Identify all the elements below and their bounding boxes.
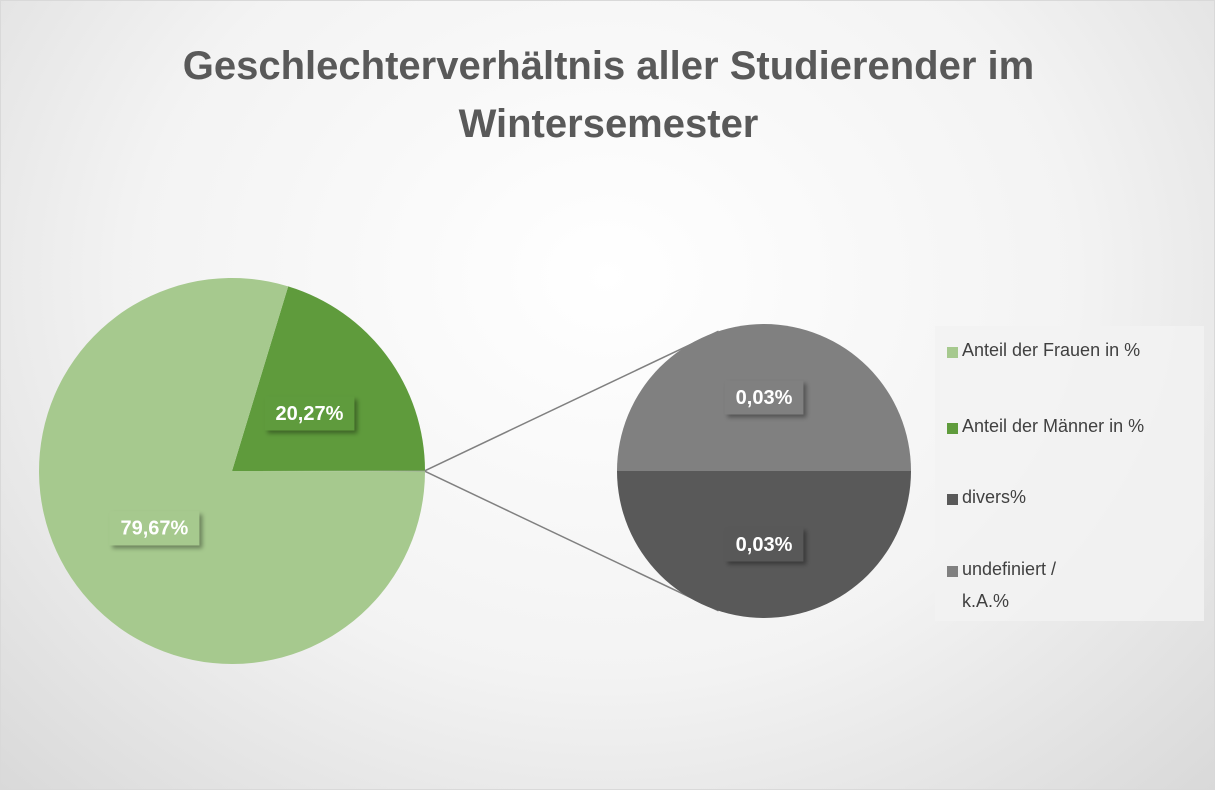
legend-label: Anteil der Männer in % [962,416,1145,436]
chart-title: Geschlechterverhältnis aller Studierende… [182,44,1035,146]
data-label: 0,03% [724,527,804,562]
legend: Anteil der Frauen in % Anteil der Männer … [935,326,1204,621]
data-label-box [724,527,804,562]
pie-slice [39,278,425,664]
data-label-text: 79,67% [120,518,188,540]
legend-item: Anteil der Männer in % [947,416,1144,442]
data-label-box [724,380,804,415]
legend-swatch [947,347,958,358]
pie-slice [232,470,425,472]
data-label-box [264,396,355,431]
legend-swatch [947,494,958,505]
legend-item: divers% [947,487,1026,513]
data-label: 79,67% [109,511,200,546]
legend-label: divers% [962,487,1027,507]
connector-line [424,470,719,612]
legend-label: Anteil der Frauen in % [962,340,1141,360]
legend-item: Anteil der Frauen in % [947,340,1140,366]
connector-line [424,330,719,472]
data-label-box [109,511,200,546]
data-label: 20,27% [264,396,355,431]
data-label-text: 20,27% [276,403,344,425]
data-label-text: 0,03% [736,534,793,556]
data-label: 0,03% [724,380,804,415]
legend-item: undefiniert / k.A.% [947,559,1092,617]
legend-swatch [947,423,958,434]
legend-label: undefiniert / k.A.% [962,559,1057,611]
data-label-text: 0,03% [736,387,793,409]
legend-swatch [947,566,958,577]
